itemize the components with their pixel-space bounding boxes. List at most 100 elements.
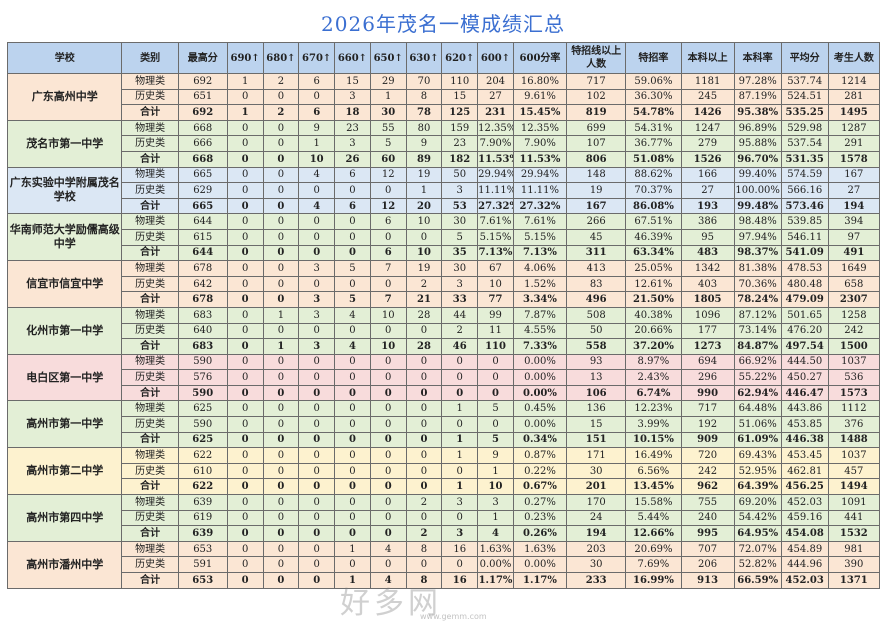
category-cell: 历史类: [121, 369, 179, 386]
data-cell: 70: [405, 73, 443, 90]
data-cell: 10: [298, 150, 336, 168]
data-cell: 1247: [680, 119, 735, 137]
data-cell: 193: [680, 197, 735, 215]
table-row: 广东实验中学附属茂名学校 物理类 665 0 0 4 6 12 19 50 29.94% 29.94%…: [7, 166, 880, 215]
data-cell: 6: [334, 197, 371, 215]
data-cell: 1532: [827, 525, 880, 542]
data-cell: 3: [441, 182, 479, 199]
column-header: 600↑: [477, 42, 514, 74]
data-cell: 622: [177, 447, 228, 464]
data-cell: 0: [334, 384, 371, 402]
data-cell: 87.12%: [733, 306, 782, 324]
data-cell: 125: [441, 104, 479, 121]
data-cell: 55: [369, 119, 407, 137]
data-cell: 4.55%: [512, 322, 568, 340]
data-cell: 0: [226, 197, 264, 215]
data-cell: 0: [226, 462, 264, 480]
results-table: 学校 类别 最高分 690↑ 680↑ 670↑ 660↑ 650↑ 630↑ 620↑ 600↑ 6…: [7, 42, 880, 589]
school-name-cell: 茂名市第一中学: [7, 119, 123, 168]
data-cell: 0: [298, 572, 336, 589]
watermark-url: www.gemm.com: [420, 612, 487, 621]
data-cell: 2: [262, 73, 300, 90]
data-cell: 483: [680, 244, 735, 262]
data-cell: 0: [334, 556, 371, 573]
data-cell: 99.48%: [733, 197, 782, 215]
data-cell: 1342: [680, 260, 735, 277]
data-cell: 97: [827, 228, 880, 246]
data-cell: 644: [177, 244, 228, 262]
data-cell: 100.00%: [733, 182, 782, 199]
data-cell: 177: [680, 322, 735, 340]
data-cell: 13: [566, 369, 627, 386]
data-cell: 1273: [680, 338, 735, 355]
data-cell: 30: [369, 104, 407, 121]
category-cell: 历史类: [121, 462, 179, 480]
data-cell: 1: [262, 338, 300, 355]
category-cell: 物理类: [121, 494, 179, 511]
data-cell: 0: [226, 572, 264, 589]
data-cell: 24: [566, 509, 627, 527]
data-cell: 5: [477, 400, 514, 418]
data-cell: 97.28%: [733, 73, 782, 90]
data-cell: 590: [177, 416, 228, 433]
data-cell: 450.27: [780, 369, 829, 386]
data-cell: 7.13%: [512, 244, 568, 262]
data-cell: 0: [334, 462, 371, 480]
data-cell: 11.53%: [477, 150, 514, 168]
data-cell: 683: [177, 306, 228, 324]
data-cell: 1.17%: [512, 572, 568, 589]
data-cell: 6: [369, 244, 407, 262]
data-cell: 443.86: [780, 400, 829, 418]
data-cell: 537.54: [780, 135, 829, 152]
data-cell: 0: [262, 494, 300, 511]
data-cell: 0: [334, 447, 371, 464]
table-row: 历史类 590 0 0 0 0 0 0 0 0 0.00% 15 3.99% 192 51.06% 453.8…: [8, 416, 880, 433]
data-cell: 1214: [827, 73, 880, 90]
data-cell: 0: [369, 228, 407, 246]
data-cell: 386: [680, 213, 735, 230]
data-cell: 476.20: [780, 322, 829, 340]
data-cell: 88.62%: [625, 166, 682, 184]
table-row: 广东高州中学 物理类 692 1 2 6 15 29 70 110 204 16.80% 717 59.0…: [7, 73, 880, 121]
data-cell: 1578: [827, 150, 880, 168]
data-cell: 615: [177, 228, 228, 246]
table-row: 高州市第一中学 物理类 625 0 0 0 0 0 0 1 5 0.45% 136 12.23% 717 64…: [7, 400, 880, 449]
data-cell: 913: [680, 572, 735, 589]
data-cell: 0: [334, 182, 371, 199]
data-cell: 30: [566, 556, 627, 573]
table-row: 高州市第四中学 物理类 639 0 0 0 0 0 2 3 3 0.27% 170 15.58% 755 69…: [7, 494, 880, 542]
data-cell: 96.89%: [733, 119, 782, 137]
data-cell: 0: [262, 540, 300, 558]
data-cell: 0: [405, 400, 443, 418]
column-header: 特招率: [625, 42, 682, 74]
data-cell: 1037: [827, 447, 880, 464]
school-name-cell: 信宜市信宜中学: [7, 260, 123, 308]
data-cell: 95.38%: [733, 104, 782, 121]
data-cell: 0: [226, 509, 264, 527]
data-cell: 20.69%: [625, 540, 682, 558]
data-cell: 0: [369, 478, 407, 496]
data-cell: 591: [177, 556, 228, 573]
data-cell: 629: [177, 182, 228, 199]
data-cell: 546.11: [780, 228, 829, 246]
data-cell: 0: [405, 416, 443, 433]
data-cell: 3: [441, 525, 479, 542]
data-cell: 0: [226, 540, 264, 558]
data-cell: 536: [827, 369, 880, 386]
data-cell: 9: [298, 119, 336, 137]
category-cell: 历史类: [121, 182, 179, 199]
data-cell: 0: [477, 369, 514, 386]
data-cell: 444.96: [780, 556, 829, 573]
data-cell: 0: [298, 213, 336, 230]
data-cell: 194: [566, 525, 627, 542]
data-cell: 10: [477, 275, 514, 293]
data-cell: 2307: [827, 291, 880, 308]
data-cell: 962: [680, 478, 735, 496]
data-cell: 33: [441, 291, 479, 308]
data-cell: 0: [441, 556, 479, 573]
data-cell: 0.27%: [512, 494, 568, 511]
data-cell: 1: [477, 462, 514, 480]
column-header: 650↑: [369, 42, 407, 74]
data-cell: 9.61%: [512, 88, 568, 106]
data-cell: 3: [334, 88, 371, 106]
